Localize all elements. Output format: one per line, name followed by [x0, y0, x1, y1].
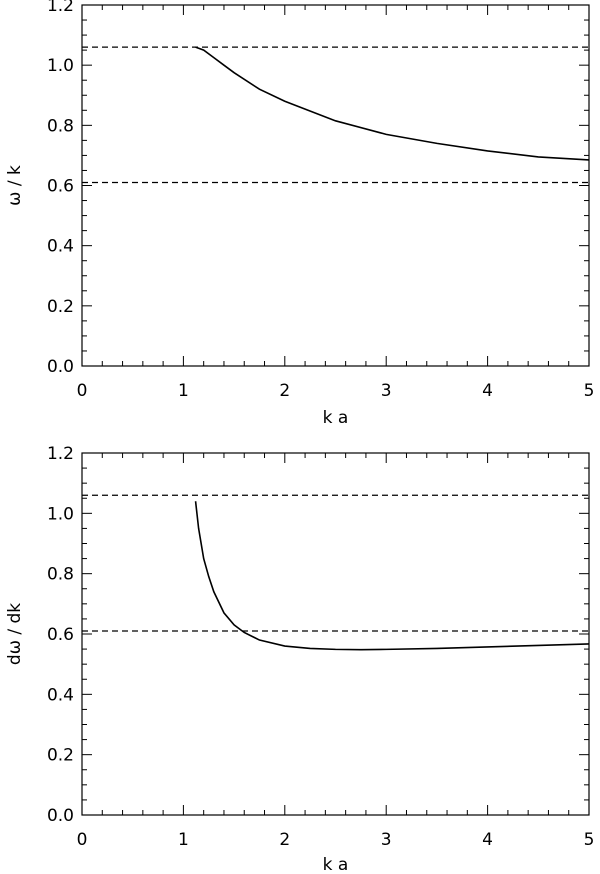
y-tick-label: 1.0: [47, 504, 74, 524]
y-tick-label: 0.2: [47, 746, 74, 766]
y-tick-label: 0.2: [47, 297, 74, 317]
y-tick-label: 0.8: [47, 565, 74, 585]
x-tick-label: 3: [381, 381, 392, 401]
x-tick-label: 2: [279, 830, 290, 850]
y-axis-title: ω / k: [5, 165, 25, 206]
x-tick-label: 0: [77, 381, 88, 401]
y-tick-label: 0.8: [47, 116, 74, 136]
y-tick-label: 1.2: [47, 0, 74, 16]
chart-panel-top: 0 1 2 3 4 5 0.0 0.2 0.4 0.6 0.8 1.0 1.2 k a ω / k: [5, 0, 594, 428]
x-tick-label: 5: [584, 381, 595, 401]
x-tick-label: 1: [178, 381, 189, 401]
x-tick-label: 4: [482, 830, 493, 850]
y-axis-title: dω / dk: [5, 603, 25, 665]
x-axis-title: k a: [323, 408, 349, 428]
y-tick-label: 0.6: [47, 625, 74, 645]
y-tick-label: 1.2: [47, 444, 74, 464]
y-tick-label: 0.0: [47, 357, 74, 377]
chart-panel-bottom: 0 1 2 3 4 5 0.0 0.2 0.4 0.6 0.8 1.0 1.2 k a dω / dk: [5, 444, 594, 874]
x-tick-label: 5: [584, 830, 595, 850]
y-tick-label: 1.0: [47, 56, 74, 76]
x-tick-label: 0: [77, 830, 88, 850]
x-tick-label: 4: [482, 381, 493, 401]
y-tick-label: 0.6: [47, 177, 74, 197]
x-tick-label: 2: [279, 381, 290, 401]
y-tick-label: 0.4: [47, 685, 74, 705]
x-tick-label: 1: [178, 830, 189, 850]
plot-frame: [81, 4, 590, 367]
plot-frame: [81, 452, 590, 816]
x-axis-title: k a: [323, 855, 349, 874]
x-tick-label: 3: [381, 830, 392, 850]
y-tick-label: 0.0: [47, 806, 74, 826]
series-line: [195, 46, 590, 161]
y-tick-label: 0.4: [47, 237, 74, 257]
series-line: [194, 501, 590, 651]
